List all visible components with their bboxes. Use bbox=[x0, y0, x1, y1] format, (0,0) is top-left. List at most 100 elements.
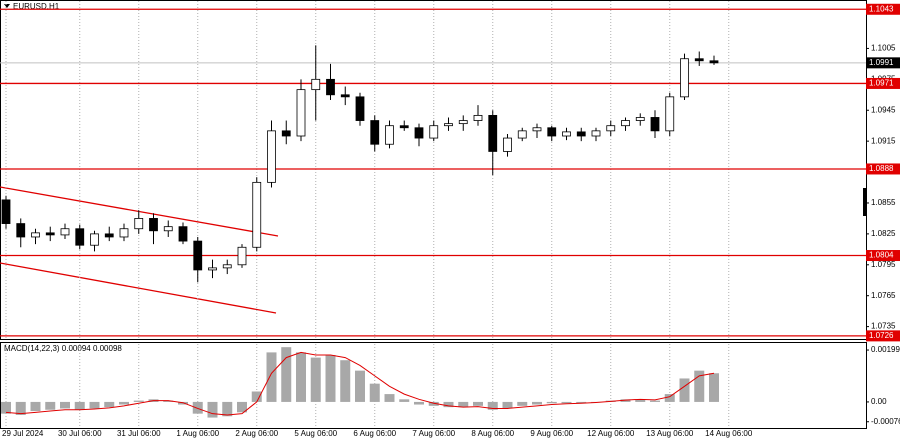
candle-body bbox=[208, 267, 217, 271]
macd-bar bbox=[458, 401, 469, 408]
x-tick-label: 12 Aug 06:00 bbox=[587, 429, 635, 438]
macd-bar bbox=[60, 401, 70, 409]
candle-body bbox=[414, 127, 424, 139]
candle-body bbox=[326, 78, 335, 96]
candle-body bbox=[75, 228, 85, 246]
macd-bar bbox=[561, 401, 572, 404]
candle-body bbox=[547, 127, 557, 137]
macd-bar bbox=[119, 401, 129, 405]
macd-bar bbox=[679, 378, 690, 402]
y-tick-label: 1.0855 bbox=[871, 198, 896, 207]
candle-body bbox=[650, 117, 660, 132]
x-tick-label: 13 Aug 06:00 bbox=[646, 429, 694, 438]
macd-bar bbox=[635, 399, 646, 402]
candle-body bbox=[149, 218, 158, 232]
candle-body bbox=[134, 218, 144, 230]
macd-bar bbox=[89, 401, 100, 409]
candle-body bbox=[163, 226, 173, 232]
y-tick-label: 1.0825 bbox=[871, 229, 896, 238]
candle-body bbox=[576, 131, 586, 137]
macd-bar bbox=[207, 401, 218, 418]
signal-line bbox=[5, 351, 715, 416]
macd-bar bbox=[251, 391, 262, 402]
macd-bar bbox=[340, 360, 351, 402]
macd-bar bbox=[576, 401, 587, 404]
candle-body bbox=[281, 130, 291, 137]
candle-body bbox=[119, 228, 129, 238]
candle-body bbox=[517, 130, 527, 139]
x-tick-label: 29 Jul 2024 bbox=[2, 429, 44, 438]
level-label-box bbox=[866, 163, 900, 175]
y-tick-label: 0.00199 bbox=[871, 345, 900, 354]
macd-panel bbox=[0, 342, 867, 429]
candle-body bbox=[311, 78, 321, 91]
macd-bar bbox=[163, 400, 174, 402]
candle-body bbox=[694, 58, 704, 62]
x-tick-label: 30 Jul 06:00 bbox=[58, 429, 102, 438]
level-label: 1.0726 bbox=[869, 331, 894, 340]
macd-bar bbox=[620, 399, 631, 402]
candle-body bbox=[532, 127, 542, 132]
macd-bar bbox=[30, 401, 41, 412]
scroll-marker bbox=[863, 188, 866, 216]
macd-bar bbox=[487, 401, 498, 410]
macd-title: MACD(14,22,3) 0.00094 0.00098 bbox=[4, 344, 122, 353]
candle-body bbox=[45, 232, 55, 236]
x-tick-label: 9 Aug 06:00 bbox=[530, 429, 573, 438]
chart-title: EURUSD,H1 bbox=[13, 2, 60, 11]
candle-body bbox=[16, 223, 26, 238]
candle-body bbox=[222, 264, 232, 269]
macd-bar bbox=[237, 401, 247, 413]
x-tick-label: 5 Aug 06:00 bbox=[294, 429, 337, 438]
candle-body bbox=[503, 137, 512, 152]
candle-body bbox=[237, 246, 247, 266]
macd-bar bbox=[45, 401, 56, 410]
macd-bar bbox=[133, 400, 144, 402]
macd-bar bbox=[222, 401, 233, 417]
candle-body bbox=[429, 125, 439, 139]
candle-body bbox=[399, 125, 409, 129]
level-label: 1.0888 bbox=[869, 164, 894, 173]
candle-body bbox=[562, 131, 571, 137]
x-tick-label: 7 Aug 06:00 bbox=[412, 429, 455, 438]
macd-bar bbox=[546, 401, 557, 404]
y-tick-label: 0.00 bbox=[871, 397, 887, 406]
macd-bar bbox=[694, 370, 705, 402]
level-label: 1.0971 bbox=[869, 79, 894, 88]
macd-bar bbox=[310, 357, 321, 402]
candle-body bbox=[252, 181, 262, 248]
channel-lower bbox=[0, 262, 277, 314]
candle-body bbox=[458, 120, 468, 125]
macd-bar bbox=[384, 394, 395, 402]
y-tick-label: 1.1005 bbox=[871, 44, 896, 53]
level-label: 1.1043 bbox=[869, 4, 894, 13]
candle-body bbox=[444, 123, 453, 127]
candle-body bbox=[60, 228, 70, 236]
macd-bar bbox=[74, 401, 85, 410]
candle-body bbox=[1, 199, 11, 224]
candle-body bbox=[635, 117, 645, 121]
last-price-box bbox=[866, 57, 900, 69]
candle-body bbox=[355, 96, 365, 121]
candle-body bbox=[178, 226, 188, 242]
macd-bar bbox=[104, 401, 115, 408]
macd-bar bbox=[355, 370, 365, 402]
x-tick-label: 31 Jul 06:00 bbox=[117, 429, 161, 438]
y-tick-label: 1.0765 bbox=[871, 291, 896, 300]
candle-body bbox=[473, 114, 483, 121]
candle-body bbox=[665, 96, 675, 132]
last-price-label: 1.0991 bbox=[869, 58, 894, 67]
macd-bar bbox=[15, 401, 26, 415]
macd-bar bbox=[709, 373, 719, 402]
candle-body bbox=[680, 58, 689, 98]
candle-body bbox=[90, 233, 99, 246]
candle-body bbox=[621, 120, 630, 127]
macd-bar bbox=[532, 401, 542, 405]
y-tick-label: 1.0735 bbox=[871, 322, 896, 331]
y-tick-label: 1.0795 bbox=[871, 260, 896, 269]
macd-bar bbox=[369, 383, 380, 402]
macd-bar bbox=[296, 352, 306, 402]
x-tick-label: 2 Aug 06:00 bbox=[235, 429, 278, 438]
